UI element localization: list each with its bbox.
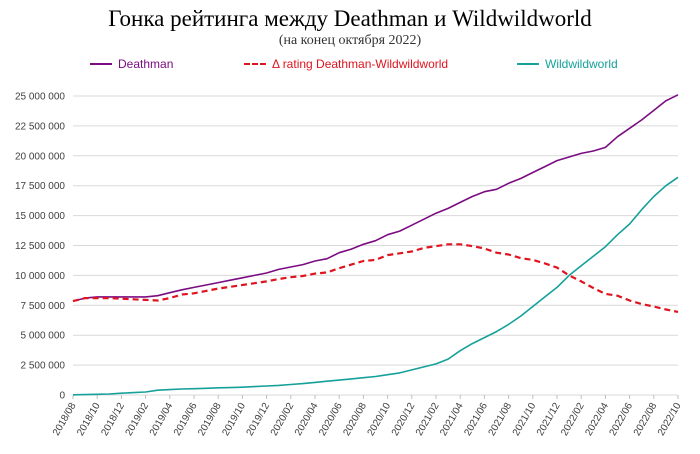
y-tick-label: 7 500 000 xyxy=(21,301,66,312)
y-tick-label: 22 500 000 xyxy=(15,121,65,132)
legend-label-delta: Δ rating Deathman-Wildwildworld xyxy=(272,57,449,71)
y-tick-label: 20 000 000 xyxy=(15,151,65,162)
legend: Deathman Δ rating Deathman-Wildwildworld… xyxy=(0,57,700,75)
legend-swatch-delta xyxy=(244,63,266,65)
y-tick-label: 17 500 000 xyxy=(15,181,65,192)
chart-subtitle: (на конец октября 2022) xyxy=(278,33,422,48)
chart-title: Гонка рейтинга между Deathman и Wildwild… xyxy=(108,6,592,31)
y-tick-label: 2 500 000 xyxy=(21,361,66,372)
legend-label-wildwildworld: Wildwildworld xyxy=(545,57,618,71)
y-tick-label: 10 000 000 xyxy=(15,271,65,282)
legend-item-deathman: Deathman xyxy=(90,57,173,71)
legend-swatch-deathman xyxy=(90,63,112,65)
legend-item-delta: Δ rating Deathman-Wildwildworld xyxy=(244,57,448,71)
legend-swatch-wildwildworld xyxy=(517,63,539,65)
y-tick-label: 15 000 000 xyxy=(15,211,65,222)
y-axis: 0 2 500 000 5 000 000 7 500 000 10 000 000 12… xyxy=(15,92,66,402)
x-axis: 2018/082018/102018/122019/022019/042019/… xyxy=(51,395,684,438)
series-line-1 xyxy=(72,243,679,313)
series-line-2 xyxy=(72,176,679,396)
y-tick-label: 25 000 000 xyxy=(15,92,65,103)
legend-item-wildwildworld: Wildwildworld xyxy=(517,57,618,71)
series-line-0 xyxy=(72,94,679,302)
x-tick-label: 2022/10 xyxy=(656,401,684,438)
grid-lines xyxy=(73,95,678,396)
y-tick-label: 5 000 000 xyxy=(21,331,66,342)
y-tick-label: 12 500 000 xyxy=(15,241,65,252)
legend-label-deathman: Deathman xyxy=(118,57,174,71)
series-lines xyxy=(72,94,679,396)
y-tick-label: 0 xyxy=(59,391,65,402)
